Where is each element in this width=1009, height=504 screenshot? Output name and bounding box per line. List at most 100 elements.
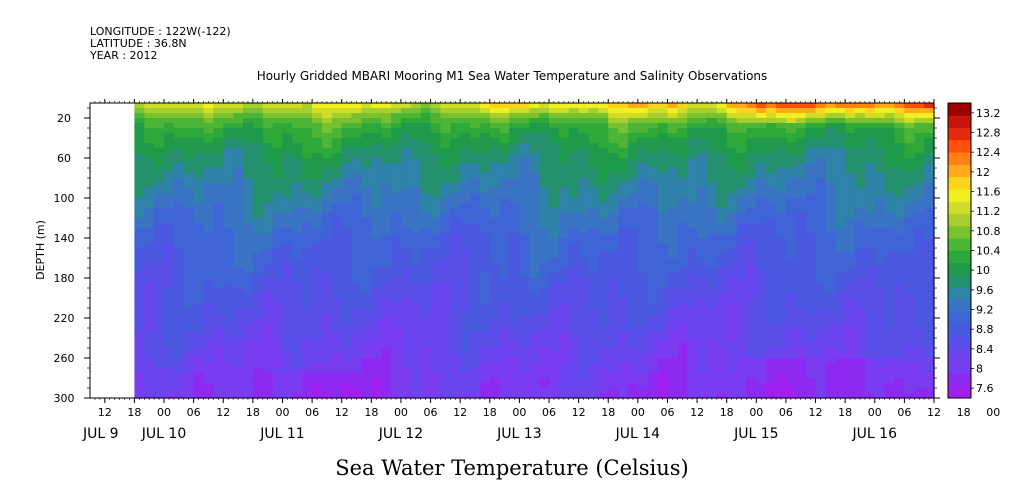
heatmap-cell [331, 258, 343, 264]
heatmap-cell [331, 128, 343, 134]
heatmap-cell [924, 183, 935, 189]
heatmap-cell [687, 138, 698, 144]
heatmap-cell [667, 258, 678, 264]
heatmap-cell [914, 358, 925, 364]
heatmap-cell [203, 183, 214, 189]
heatmap-cell [233, 173, 244, 179]
heatmap-cell [440, 218, 451, 224]
heatmap-cell [489, 323, 501, 329]
heatmap-cell [371, 268, 382, 274]
heatmap-cell [568, 213, 580, 219]
heatmap-cell [558, 153, 570, 159]
heatmap-cell [588, 143, 599, 149]
heatmap-cell [223, 338, 234, 344]
heatmap-cell [884, 163, 896, 169]
heatmap-cell [805, 278, 817, 284]
heatmap-cell [706, 253, 718, 259]
heatmap-cell [203, 243, 214, 249]
heatmap-cell [331, 158, 343, 164]
heatmap-cell [914, 128, 925, 134]
heatmap-cell [874, 118, 886, 124]
heatmap-cell [825, 123, 836, 129]
heatmap-cell [292, 268, 303, 274]
heatmap-cell [341, 378, 353, 384]
heatmap-cell [756, 178, 767, 184]
heatmap-cell [400, 168, 412, 174]
heatmap-cell [716, 183, 728, 189]
heatmap-cell [578, 353, 590, 359]
heatmap-cell [558, 228, 570, 234]
heatmap-cell [558, 283, 570, 289]
heatmap-cell [391, 298, 402, 304]
heatmap-cell [134, 283, 145, 289]
heatmap-cell [371, 188, 382, 194]
heatmap-cell [499, 318, 511, 324]
heatmap-cell [578, 348, 590, 354]
heatmap-cell [914, 198, 925, 204]
heatmap-cell [736, 188, 748, 194]
heatmap-cell [904, 193, 915, 199]
heatmap-cell [450, 128, 461, 134]
heatmap-cell [440, 238, 451, 244]
heatmap-cell [627, 118, 639, 124]
heatmap-cell [371, 323, 382, 329]
heatmap-cell [845, 113, 856, 119]
heatmap-cell [598, 348, 609, 354]
heatmap-cell [272, 263, 284, 269]
heatmap-cell [252, 193, 264, 199]
heatmap-cell [173, 343, 185, 349]
heatmap-cell [529, 203, 540, 209]
heatmap-cell [292, 383, 303, 389]
heatmap-cell [460, 243, 471, 249]
heatmap-cell [785, 123, 797, 129]
heatmap-cell [795, 218, 807, 224]
heatmap-cell [134, 228, 145, 234]
heatmap-cell [874, 218, 886, 224]
heatmap-cell [815, 228, 827, 234]
heatmap-cell [845, 178, 856, 184]
heatmap-cell [341, 288, 353, 294]
heatmap-cell [302, 253, 313, 259]
heatmap-cell [756, 208, 767, 214]
heatmap-cell [134, 258, 145, 264]
heatmap-cell [549, 313, 560, 319]
heatmap-cell [341, 353, 353, 359]
heatmap-cell [835, 218, 846, 224]
heatmap-cell [529, 163, 540, 169]
heatmap-cell [193, 378, 205, 384]
heatmap-cell [549, 148, 560, 154]
heatmap-cell [470, 208, 481, 214]
heatmap-cell [677, 343, 688, 349]
heatmap-cell [558, 378, 570, 384]
heatmap-cell [509, 318, 520, 324]
heatmap-cell [282, 248, 293, 254]
heatmap-cell [203, 223, 214, 229]
heatmap-cell [568, 168, 580, 174]
heatmap-cell [371, 223, 382, 229]
heatmap-cell [243, 118, 254, 124]
heatmap-cell [568, 253, 580, 259]
heatmap-cell [400, 368, 412, 374]
heatmap-cell [618, 163, 629, 169]
heatmap-cell [657, 158, 669, 164]
heatmap-cell [608, 288, 619, 294]
heatmap-cell [321, 253, 333, 259]
heatmap-cell [282, 358, 293, 364]
heatmap-cell [549, 363, 560, 369]
heatmap-cell [529, 178, 540, 184]
heatmap-cell [736, 148, 748, 154]
heatmap-cell [134, 178, 145, 184]
heatmap-cell [213, 208, 224, 214]
heatmap-cell [726, 158, 738, 164]
heatmap-cell [282, 368, 293, 374]
heatmap-cell [430, 353, 442, 359]
heatmap-cell [667, 223, 678, 229]
heatmap-cell [716, 193, 728, 199]
heatmap-cell [519, 258, 530, 264]
heatmap-cell [845, 133, 856, 139]
heatmap-cell [687, 268, 698, 274]
heatmap-cell [282, 198, 293, 204]
heatmap-cell [460, 328, 471, 334]
heatmap-cell [371, 278, 382, 284]
heatmap-cell [825, 108, 836, 114]
